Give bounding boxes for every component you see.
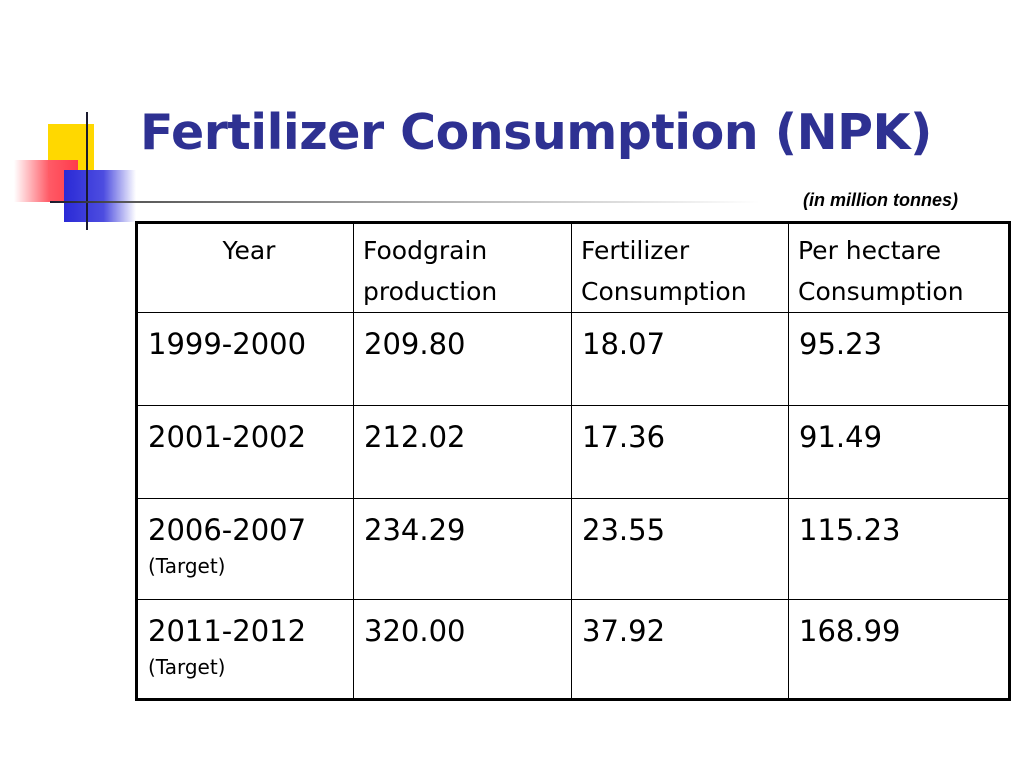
table-row: 2001-2002 212.02 17.36 91.49	[136, 405, 1010, 499]
cell-per-hectare: 91.49	[788, 405, 1010, 499]
units-note: (in million tonnes)	[803, 190, 958, 210]
header-year: Year	[136, 222, 354, 313]
cell-year: 1999-2000	[136, 312, 354, 406]
cell-year: 2001-2002	[136, 405, 354, 499]
target-note: (Target)	[148, 554, 226, 578]
cell-fertilizer: 17.36	[571, 405, 789, 499]
slide-logo	[0, 0, 140, 240]
target-note: (Target)	[148, 655, 226, 679]
cell-year: 2006-2007 (Target)	[136, 498, 354, 600]
year-value: 2006-2007	[148, 513, 307, 547]
slide-title: Fertilizer Consumption (NPK)	[140, 104, 932, 161]
cell-per-hectare: 168.99	[788, 599, 1010, 700]
cell-foodgrain: 234.29	[353, 498, 572, 600]
cell-per-hectare: 115.23	[788, 498, 1010, 600]
cell-foodgrain: 212.02	[353, 405, 572, 499]
table-row: 2006-2007 (Target) 234.29 23.55 115.23	[136, 498, 1010, 600]
title-underline	[50, 201, 760, 203]
fertilizer-table: Year Foodgrain production Fertilizer Con…	[135, 221, 1011, 701]
cell-fertilizer: 37.92	[571, 599, 789, 700]
cell-per-hectare: 95.23	[788, 312, 1010, 406]
cell-fertilizer: 23.55	[571, 498, 789, 600]
cell-year: 2011-2012 (Target)	[136, 599, 354, 700]
table-header-row: Year Foodgrain production Fertilizer Con…	[136, 222, 1010, 313]
logo-vertical-line	[86, 112, 88, 230]
cell-fertilizer: 18.07	[571, 312, 789, 406]
cell-foodgrain: 209.80	[353, 312, 572, 406]
logo-blue-bar	[64, 170, 136, 222]
year-value: 2011-2012	[148, 614, 307, 648]
table-row: 1999-2000 209.80 18.07 95.23	[136, 312, 1010, 406]
year-value: 1999-2000	[148, 327, 307, 361]
header-per-hectare: Per hectare Consumption	[788, 222, 1010, 313]
cell-foodgrain: 320.00	[353, 599, 572, 700]
header-foodgrain: Foodgrain production	[353, 222, 572, 313]
year-value: 2001-2002	[148, 420, 307, 454]
header-fertilizer: Fertilizer Consumption	[571, 222, 789, 313]
table-row: 2011-2012 (Target) 320.00 37.92 168.99	[136, 599, 1010, 700]
